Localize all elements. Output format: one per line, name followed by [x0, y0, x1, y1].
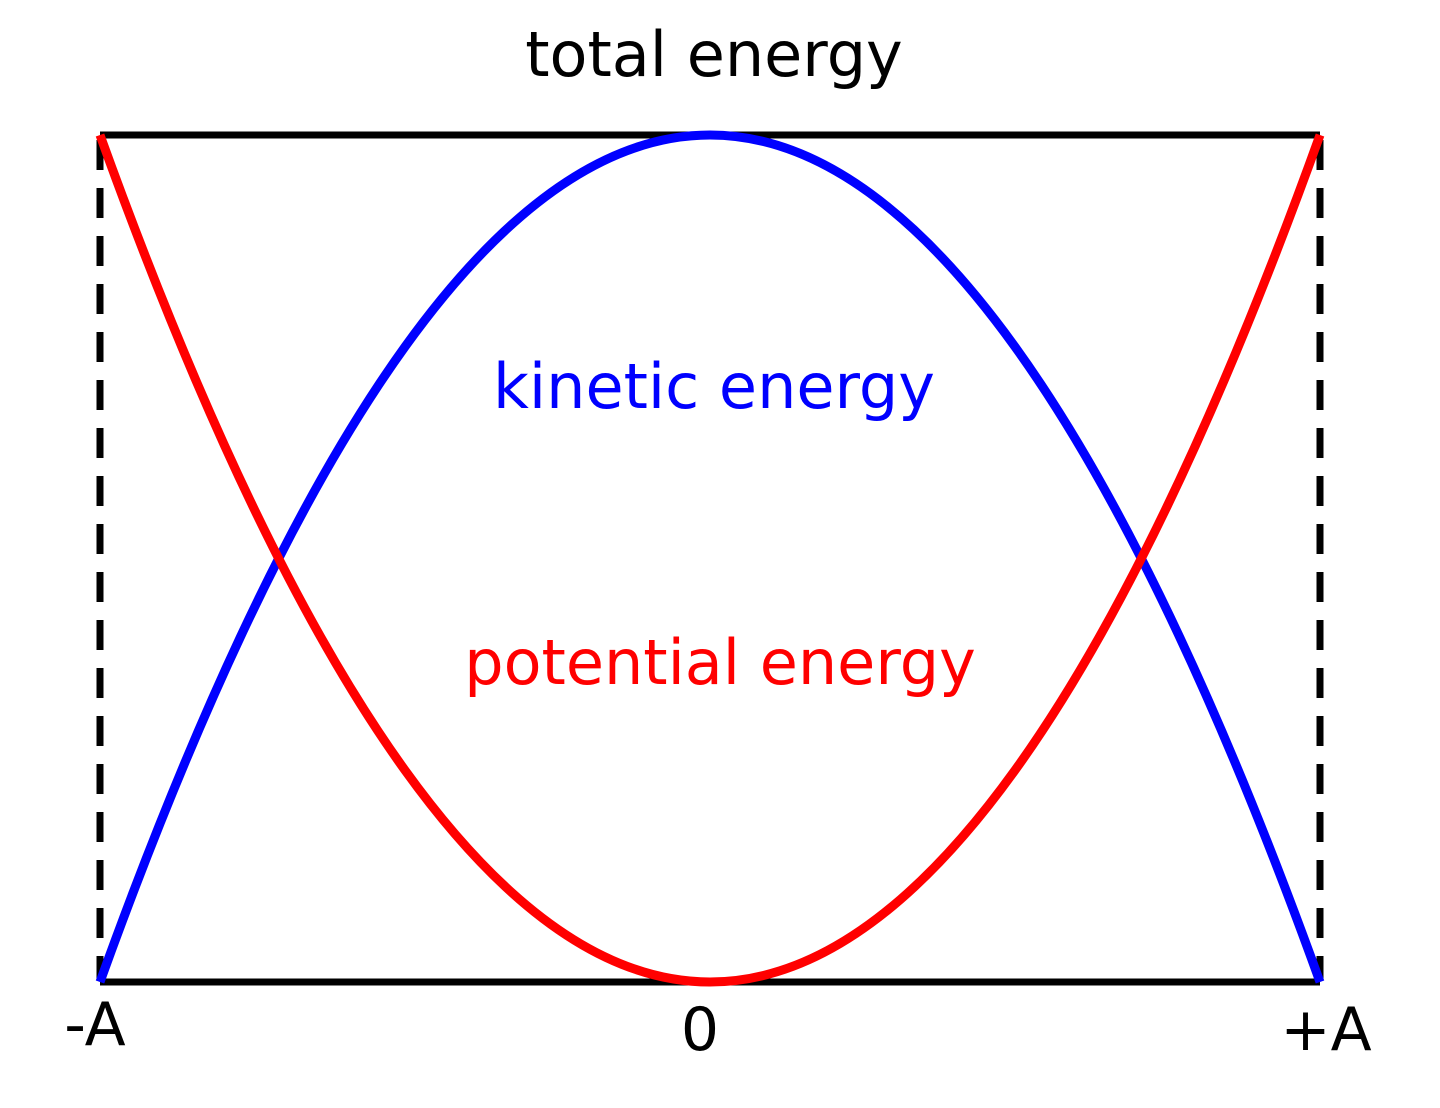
kinetic-label: kinetic energy: [493, 350, 935, 423]
potential-energy-curve: [95, 133, 1325, 987]
title: total energy: [525, 18, 903, 91]
kinetic-energy-curve: [95, 130, 1325, 984]
center-axis-label: 0: [681, 995, 719, 1065]
left-axis-label: -A: [64, 990, 125, 1060]
potential-label: potential energy: [464, 626, 976, 699]
right-axis-label: +A: [1280, 995, 1371, 1065]
